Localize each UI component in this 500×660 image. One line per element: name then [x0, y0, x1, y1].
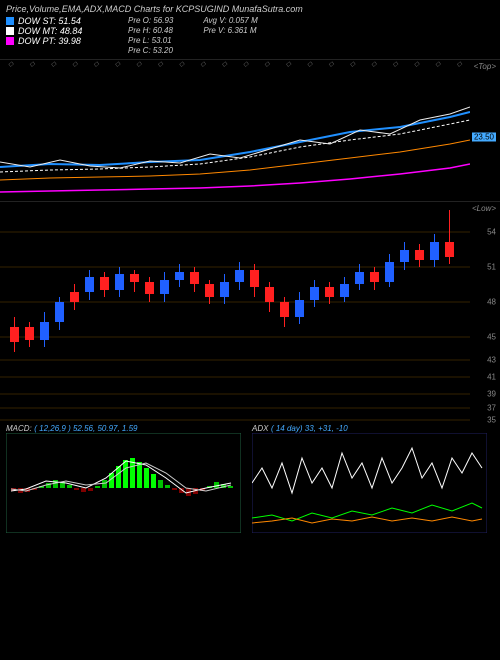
- chart-title: Price,Volume,EMA,ADX,MACD Charts for KCP…: [6, 4, 494, 14]
- panel-label-low: <Low>: [472, 204, 496, 213]
- legend-item: DOW PT: 39.98: [6, 36, 126, 46]
- macd-title: MACD:: [6, 424, 32, 433]
- candlestick-chart: [0, 202, 470, 422]
- adx-title: ADX: [252, 424, 268, 433]
- price-marker: 23.50: [472, 133, 496, 142]
- y-tick: 51: [487, 263, 496, 272]
- macd-chart: [6, 433, 241, 533]
- candlestick-panel: <Low> 545148454341393735: [0, 201, 500, 421]
- ema-chart: [0, 72, 470, 202]
- y-tick: 45: [487, 333, 496, 342]
- legend-item: DOW ST: 51.54: [6, 16, 126, 26]
- price-stats: Pre O: 56.93Pre H: 60.48Pre L: 53.01Pre …: [128, 16, 258, 55]
- y-tick: 41: [487, 373, 496, 382]
- macd-params: ( 12,26,9 ) 52.56, 50.97, 1.59: [34, 424, 137, 433]
- legend-item: DOW MT: 48.84: [6, 26, 126, 36]
- chart-header: Price,Volume,EMA,ADX,MACD Charts for KCP…: [0, 0, 500, 59]
- macd-box: MACD: ( 12,26,9 ) 52.56, 50.97, 1.59: [6, 423, 248, 533]
- y-tick: 54: [487, 228, 496, 237]
- legend: DOW ST: 51.54DOW MT: 48.84DOW PT: 39.98: [6, 16, 126, 55]
- adx-box: ADX ( 14 day) 33, +31, -10: [252, 423, 494, 533]
- y-tick: 37: [487, 404, 496, 413]
- indicator-row: MACD: ( 12,26,9 ) 52.56, 50.97, 1.59 ADX…: [0, 421, 500, 535]
- y-tick: 48: [487, 298, 496, 307]
- adx-params: ( 14 day) 33, +31, -10: [271, 424, 348, 433]
- ema-panel: ◇◇◇◇◇◇◇◇◇◇◇◇◇◇◇◇◇◇◇◇◇◇ <Top> 23.50: [0, 59, 500, 201]
- adx-chart: [252, 433, 487, 533]
- panel-label-top: <Top>: [474, 62, 496, 71]
- y-tick: 39: [487, 390, 496, 399]
- x-axis-top: ◇◇◇◇◇◇◇◇◇◇◇◇◇◇◇◇◇◇◇◇◇◇: [0, 60, 470, 72]
- y-tick: 43: [487, 356, 496, 365]
